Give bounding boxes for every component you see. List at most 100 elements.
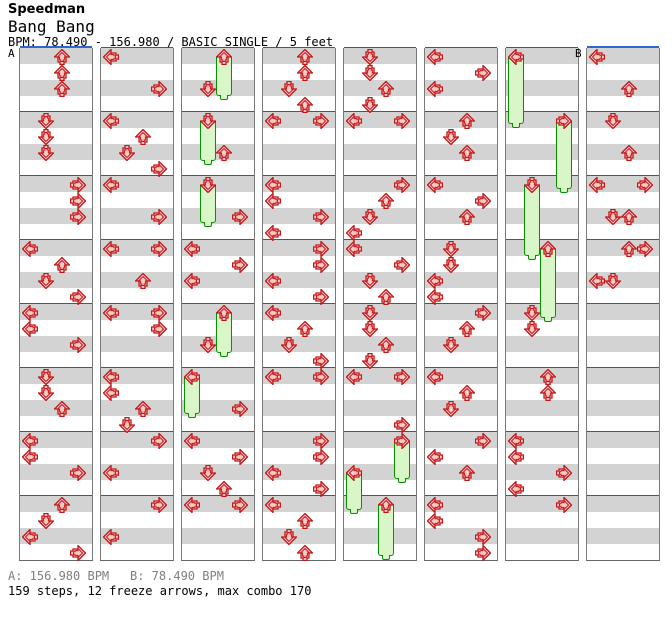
measure-line bbox=[20, 431, 92, 432]
arrow-left-icon bbox=[264, 463, 282, 483]
arrow-right-icon bbox=[393, 367, 411, 387]
arrow-down-icon bbox=[117, 416, 137, 434]
column-top-line bbox=[344, 47, 416, 48]
arrow-right-icon bbox=[231, 207, 249, 227]
arrow-left-icon bbox=[102, 527, 120, 547]
measure-line bbox=[263, 303, 335, 304]
arrow-right-icon bbox=[231, 495, 249, 515]
arrow-up-icon bbox=[538, 384, 558, 402]
arrow-up-icon bbox=[52, 400, 72, 418]
measure-line bbox=[20, 495, 92, 496]
arrow-left-icon bbox=[264, 191, 282, 211]
arrow-down-icon bbox=[360, 48, 380, 66]
arrow-down-icon bbox=[36, 144, 56, 162]
arrow-up-icon bbox=[214, 48, 234, 66]
arrow-down-icon bbox=[279, 336, 299, 354]
section-label-a: A bbox=[8, 47, 15, 60]
arrow-down-icon bbox=[522, 176, 542, 194]
arrow-up-icon bbox=[619, 240, 639, 258]
measure-line bbox=[344, 111, 416, 112]
arrow-down-icon bbox=[36, 112, 56, 130]
column-top-line bbox=[425, 47, 497, 48]
arrow-up-icon bbox=[295, 512, 315, 530]
chart-column-3 bbox=[181, 47, 255, 561]
song-title: Bang Bang bbox=[8, 17, 95, 36]
arrow-right-icon bbox=[69, 207, 87, 227]
arrow-left-icon bbox=[507, 47, 525, 67]
arrow-left-icon bbox=[426, 79, 444, 99]
arrow-left-icon bbox=[588, 47, 606, 67]
arrow-down-icon bbox=[198, 80, 218, 98]
measure-line bbox=[20, 239, 92, 240]
arrow-right-icon bbox=[150, 319, 168, 339]
arrow-down-icon bbox=[279, 528, 299, 546]
arrow-down-icon bbox=[441, 400, 461, 418]
arrow-down-icon bbox=[441, 240, 461, 258]
column-top-line bbox=[506, 47, 578, 48]
arrow-down-icon bbox=[360, 272, 380, 290]
arrow-down-icon bbox=[198, 176, 218, 194]
measure-line bbox=[101, 111, 173, 112]
arrow-down-icon bbox=[522, 320, 542, 338]
arrow-up-icon bbox=[457, 208, 477, 226]
measure-line bbox=[506, 495, 578, 496]
measure-line bbox=[182, 303, 254, 304]
arrow-right-icon bbox=[69, 191, 87, 211]
arrow-up-icon bbox=[457, 384, 477, 402]
chart-column-5 bbox=[343, 47, 417, 561]
measure-line bbox=[506, 431, 578, 432]
arrow-left-icon bbox=[507, 479, 525, 499]
arrow-left-icon bbox=[345, 111, 363, 131]
arrow-up-icon bbox=[457, 320, 477, 338]
measure-line bbox=[344, 239, 416, 240]
arrow-right-icon bbox=[69, 335, 87, 355]
measure-line bbox=[182, 111, 254, 112]
arrow-right-icon bbox=[474, 63, 492, 83]
arrow-up-icon bbox=[52, 80, 72, 98]
arrow-right-icon bbox=[393, 175, 411, 195]
arrow-left-icon bbox=[21, 239, 39, 259]
arrow-right-icon bbox=[555, 111, 573, 131]
arrow-left-icon bbox=[507, 431, 525, 451]
arrow-right-icon bbox=[69, 463, 87, 483]
arrow-up-icon bbox=[133, 400, 153, 418]
arrow-right-icon bbox=[393, 255, 411, 275]
arrow-right-icon bbox=[312, 367, 330, 387]
arrow-left-icon bbox=[102, 47, 120, 67]
measure-line bbox=[344, 495, 416, 496]
measure-line bbox=[425, 303, 497, 304]
chart-column-7 bbox=[505, 47, 579, 561]
arrow-left-icon bbox=[102, 383, 120, 403]
arrow-left-icon bbox=[588, 271, 606, 291]
arrow-left-icon bbox=[345, 223, 363, 243]
arrow-right-icon bbox=[393, 111, 411, 131]
arrow-up-icon bbox=[619, 208, 639, 226]
arrow-down-icon bbox=[603, 208, 623, 226]
arrow-up-icon bbox=[133, 272, 153, 290]
measure-line bbox=[101, 431, 173, 432]
measure-line bbox=[425, 367, 497, 368]
arrow-left-icon bbox=[102, 175, 120, 195]
measure-line bbox=[587, 367, 659, 368]
arrow-left-icon bbox=[426, 447, 444, 467]
arrow-left-icon bbox=[183, 239, 201, 259]
measure-line bbox=[587, 495, 659, 496]
measure-line bbox=[263, 495, 335, 496]
measure-line bbox=[263, 239, 335, 240]
chart-column-4 bbox=[262, 47, 336, 562]
arrow-left-icon bbox=[426, 47, 444, 67]
measure-line bbox=[182, 175, 254, 176]
freeze-arrow-tail bbox=[204, 160, 212, 165]
arrow-left-icon bbox=[102, 239, 120, 259]
arrow-down-icon bbox=[36, 368, 56, 386]
freeze-arrow-tail bbox=[204, 222, 212, 227]
arrow-left-icon bbox=[102, 111, 120, 131]
arrow-up-icon bbox=[295, 48, 315, 66]
arrow-up-icon bbox=[133, 128, 153, 146]
freeze-arrow-body bbox=[540, 249, 556, 318]
measure-line bbox=[101, 367, 173, 368]
arrow-left-icon bbox=[21, 319, 39, 339]
freeze-arrow-body bbox=[556, 121, 572, 189]
arrow-right-icon bbox=[393, 415, 411, 435]
